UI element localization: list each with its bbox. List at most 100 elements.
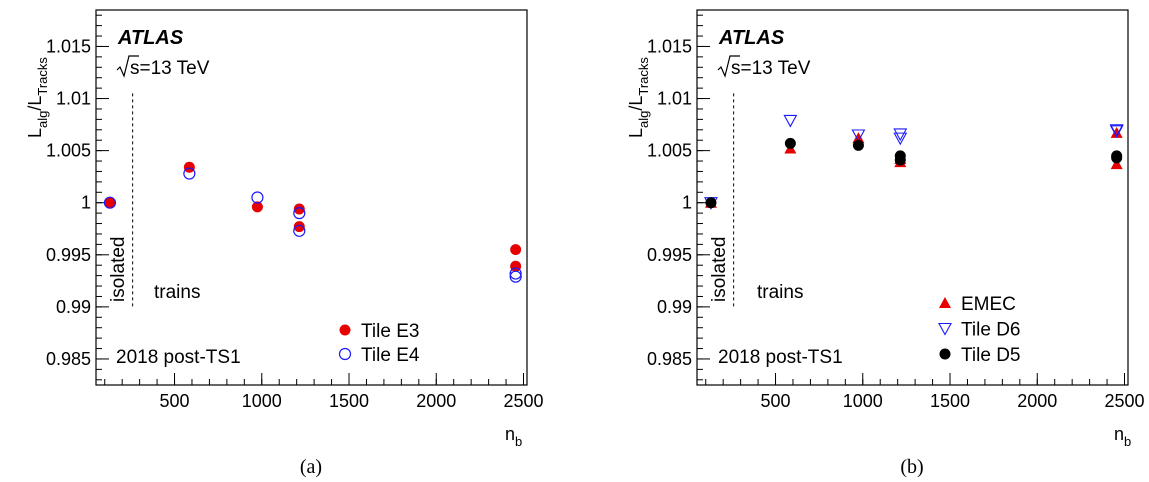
- legend-label: Tile D6: [961, 320, 1020, 341]
- x-label-main: n: [505, 424, 515, 444]
- x-label-sub: b: [1124, 434, 1131, 449]
- data-points: [704, 114, 1124, 210]
- data-point: [852, 132, 865, 144]
- x-axis-label: nb: [1114, 424, 1131, 449]
- y-tick-label: 1: [682, 193, 692, 213]
- x-tick-label: 2000: [416, 391, 456, 411]
- y-tick-label: 1.015: [46, 36, 91, 56]
- data-point: [1110, 158, 1123, 170]
- y-axis-label: Lalg/LTracks: [25, 57, 50, 138]
- x-tick-label: 1500: [930, 391, 970, 411]
- legend-label: Tile D5: [961, 345, 1020, 366]
- y-axis-ticks: 0.985 0.99 0.995 1 1.005 1.01 1.015: [46, 14, 109, 381]
- legend-label: Tile E3: [361, 321, 419, 342]
- data-point: [509, 270, 522, 283]
- legend: EMEC Tile D6 Tile D5: [938, 294, 1020, 366]
- x-tick-label: 500: [760, 391, 790, 411]
- x-label-sub: b: [515, 434, 522, 449]
- y-label-sub2: Tracks: [35, 57, 50, 96]
- trains-label: trains: [757, 282, 803, 303]
- plot-frame: [95, 9, 528, 386]
- y-tick-label: 1.01: [56, 89, 91, 109]
- sqrt-symbol: [717, 55, 740, 78]
- y-label-sep: /L: [626, 96, 646, 111]
- data-point: [784, 137, 796, 149]
- y-label-sub2: Tracks: [636, 57, 651, 96]
- y-label-main: L: [25, 128, 45, 138]
- y-tick-label: 0.99: [56, 297, 91, 317]
- legend-label: Tile E4: [361, 345, 420, 366]
- y-axis-ticks: 0.985 0.99 0.995 1 1.005 1.01 1.015: [647, 14, 710, 381]
- data-point: [1109, 125, 1124, 138]
- panel-b: 0.985 0.99 0.995 1 1.005 1.01 1.015 500 1000 150…: [626, 9, 1145, 478]
- y-tick-label: 1.005: [647, 141, 692, 161]
- experiment-label: ATLAS: [117, 27, 184, 49]
- data-point: [103, 196, 117, 209]
- y-tick-label: 1.015: [647, 36, 692, 56]
- legend-marker: [339, 324, 351, 336]
- experiment-label: ATLAS: [718, 27, 785, 49]
- isolated-label: isolated: [108, 237, 129, 303]
- x-axis-ticks: 500 1000 1500 2000 2500: [104, 373, 544, 411]
- sqrt-symbol: [116, 55, 139, 78]
- energy-text: s=13 TeV: [731, 58, 811, 79]
- data-point: [251, 191, 264, 204]
- data-point: [183, 161, 195, 173]
- data-point: [104, 197, 116, 209]
- x-tick-label: 2500: [503, 391, 543, 411]
- x-tick-label: 1500: [329, 391, 369, 411]
- legend-marker: [939, 348, 951, 360]
- y-tick-label: 0.985: [647, 349, 692, 369]
- x-tick-label: 1000: [843, 391, 883, 411]
- data-point: [893, 132, 908, 146]
- data-point: [509, 267, 522, 280]
- legend-marker: [938, 322, 952, 336]
- y-label-sub1: alg: [35, 111, 50, 128]
- panel-caption: (b): [900, 456, 923, 478]
- data-point: [1110, 126, 1123, 138]
- period-label: 2018 post-TS1: [116, 347, 241, 368]
- legend-marker: [939, 297, 951, 308]
- data-point: [293, 224, 306, 237]
- y-tick-label: 0.99: [657, 297, 692, 317]
- panel-a: 0.985 0.99 0.995 1 1.005 1.01 1.015 500 1000 150…: [25, 9, 544, 478]
- legend-marker: [338, 347, 352, 361]
- y-label-main: L: [626, 128, 646, 138]
- y-tick-label: 1: [81, 193, 91, 213]
- x-axis-label: nb: [505, 424, 522, 449]
- data-point: [705, 197, 717, 209]
- isolated-label: isolated: [709, 237, 730, 303]
- data-points: [103, 161, 522, 283]
- panel-caption: (a): [300, 456, 322, 478]
- data-point: [510, 244, 522, 256]
- y-axis-label: Lalg/LTracks: [626, 57, 651, 138]
- data-point: [852, 139, 864, 151]
- period-label: 2018 post-TS1: [718, 347, 843, 368]
- data-point: [893, 128, 908, 142]
- energy-text: s=13 TeV: [130, 58, 210, 79]
- data-point: [293, 203, 305, 215]
- data-point: [851, 129, 866, 143]
- data-point: [293, 207, 306, 220]
- legend: Tile E3 Tile E4: [338, 321, 420, 366]
- plot-frame: [696, 9, 1129, 386]
- x-axis-ticks: 500 1000 1500 2000 2500: [705, 373, 1145, 411]
- data-point: [251, 201, 263, 213]
- x-tick-label: 2500: [1104, 391, 1144, 411]
- x-tick-label: 500: [159, 391, 189, 411]
- y-label-sub1: alg: [636, 111, 651, 128]
- y-tick-label: 1.005: [46, 141, 91, 161]
- data-point: [183, 167, 196, 180]
- trains-label: trains: [154, 282, 200, 303]
- y-label-sep: /L: [25, 96, 45, 111]
- x-tick-label: 1000: [242, 391, 282, 411]
- energy-label: s=13 TeV: [116, 55, 210, 79]
- y-tick-label: 1.01: [657, 89, 692, 109]
- data-point: [894, 154, 906, 166]
- energy-label: s=13 TeV: [717, 55, 811, 79]
- data-point: [293, 221, 305, 233]
- data-point: [783, 114, 798, 128]
- x-label-main: n: [1114, 424, 1124, 444]
- y-tick-label: 0.985: [46, 349, 91, 369]
